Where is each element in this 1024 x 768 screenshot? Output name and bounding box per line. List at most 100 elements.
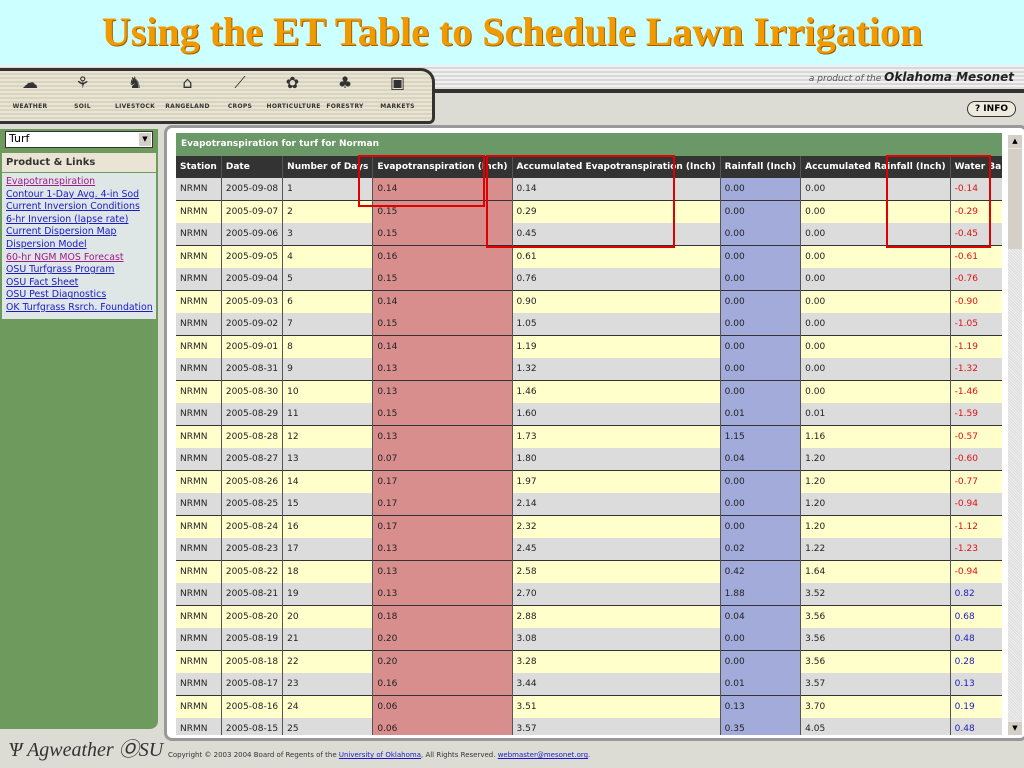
table-row: NRMN 2005-08-23 17 0.13 2.45 0.02 1.22 -1.23 [176, 538, 1002, 561]
table-cell: 0.20 [372, 628, 513, 651]
nav-rangeland[interactable]: ⌂ RANGELAND [162, 73, 214, 110]
sidebar-link[interactable]: Contour 1-Day Avg. 4-in Sod [6, 188, 140, 200]
table-title: Evapotranspiration for turf for Norman [176, 133, 1002, 156]
column-header[interactable]: Evapotranspiration (Inch) [372, 156, 513, 178]
table-cell: 2005-08-23 [221, 538, 284, 561]
table-cell: 2005-08-21 [221, 583, 284, 606]
table-cell: 3.57 [800, 673, 951, 696]
table-cell: 0.00 [800, 335, 951, 358]
sidebar-link[interactable]: OSU Turfgrass Program [6, 264, 115, 276]
table-cell: 2005-09-03 [221, 290, 284, 313]
column-header[interactable]: Accumulated Rainfall (Inch) [800, 156, 951, 178]
table-cell: 0.17 [372, 515, 513, 538]
table-cell: 0.61 [512, 245, 721, 268]
table-cell: 2005-08-15 [221, 718, 284, 735]
nav-weather[interactable]: ☁ WEATHER [4, 73, 56, 110]
sidebar-link[interactable]: OSU Fact Sheet [6, 276, 79, 288]
table-cell: 2.45 [512, 538, 721, 561]
table-row: NRMN 2005-09-07 2 0.15 0.29 0.00 0.00 -0.29 [176, 200, 1002, 223]
sidebar-link[interactable]: Current Dispersion Map [6, 226, 117, 238]
table-cell: 0.14 [512, 178, 721, 201]
table-cell: 0.13 [372, 560, 513, 583]
table-cell: 14 [282, 470, 374, 493]
nav-forestry[interactable]: ♣ FORESTRY [319, 73, 371, 110]
university-link[interactable]: University of Oklahoma [338, 751, 421, 759]
table-cell: NRMN [176, 268, 222, 291]
table-cell: 0.19 [950, 695, 1002, 718]
sidebar-link[interactable]: Current Inversion Conditions [6, 201, 140, 213]
sidebar-link[interactable]: OK Turfgrass Rsrch. Foundation [6, 301, 153, 313]
nav-soil[interactable]: ⚘ SOIL [57, 73, 109, 110]
table-cell: -1.23 [950, 538, 1002, 561]
table-cell: 3.56 [800, 628, 951, 651]
table-cell: 1.15 [720, 425, 802, 448]
table-cell: 2005-08-19 [221, 628, 284, 651]
table-cell: NRMN [176, 223, 222, 246]
sidebar-link[interactable]: Evapotranspiration [6, 176, 96, 187]
table-cell: NRMN [176, 718, 222, 735]
sidebar-link[interactable]: OSU Pest Diagnostics [6, 289, 107, 301]
table-cell: 3.08 [512, 628, 721, 651]
table-row: NRMN 2005-08-31 9 0.13 1.32 0.00 0.00 -1.32 [176, 358, 1002, 381]
sidebar-link[interactable]: 60-hr NGM MOS Forecast [6, 251, 124, 263]
table-cell: 0.13 [372, 425, 513, 448]
sidebar-link[interactable]: 6-hr Inversion (lapse rate) [6, 213, 129, 225]
table-cell: NRMN [176, 515, 222, 538]
table-cell: 1.88 [720, 583, 802, 606]
table-cell: NRMN [176, 695, 222, 718]
mesonet-brand: a product of the Oklahoma Mesonet [809, 70, 1014, 84]
column-header[interactable]: Rainfall (Inch) [720, 156, 802, 178]
table-cell: 0.00 [800, 290, 951, 313]
table-row: NRMN 2005-08-29 11 0.15 1.60 0.01 0.01 -1.59 [176, 403, 1002, 426]
table-cell: 0.90 [512, 290, 721, 313]
table-cell: 2.14 [512, 493, 721, 516]
nav-horticulture[interactable]: ✿ HORTICULTURE [267, 73, 321, 110]
table-row: NRMN 2005-08-27 13 0.07 1.80 0.04 1.20 -0.60 [176, 448, 1002, 471]
table-cell: 0.00 [720, 290, 802, 313]
table-cell: 1.20 [800, 515, 951, 538]
table-cell: 12 [282, 425, 374, 448]
column-header[interactable]: Accumulated Evapotranspiration (Inch) [512, 156, 721, 178]
table-cell: 0.14 [372, 178, 513, 201]
email-link[interactable]: webmaster@mesonet.org [497, 751, 589, 759]
table-cell: 2005-08-28 [221, 425, 284, 448]
table-cell: 2005-09-04 [221, 268, 284, 291]
column-header[interactable]: Water Balance (Inch) [950, 156, 1002, 178]
cloud-icon: ☁ [22, 73, 38, 92]
table-cell: -0.14 [950, 178, 1002, 201]
table-row: NRMN 2005-08-30 10 0.13 1.46 0.00 0.00 -1.46 [176, 380, 1002, 403]
table-cell: 2.88 [512, 605, 721, 628]
column-header[interactable]: Number of Days [282, 156, 374, 178]
table-cell: 0.06 [372, 695, 513, 718]
windmill-icon: ⌂ [182, 73, 193, 92]
column-header[interactable]: Station [176, 156, 222, 178]
table-cell: 1.20 [800, 493, 951, 516]
table-cell: NRMN [176, 290, 222, 313]
table-cell: 0.13 [372, 358, 513, 381]
column-header[interactable]: Date [221, 156, 284, 178]
sidebar-link[interactable]: Dispersion Model [6, 238, 87, 250]
table-cell: 0.00 [720, 335, 802, 358]
table-row: NRMN 2005-09-05 4 0.16 0.61 0.00 0.00 -0.61 [176, 245, 1002, 268]
product-select[interactable]: Turf ▼ [5, 131, 153, 148]
table-cell: NRMN [176, 560, 222, 583]
table-cell: 0.00 [800, 380, 951, 403]
nav-crops[interactable]: ⟋ CROPS [214, 73, 266, 110]
scroll-down-icon[interactable]: ▼ [1008, 722, 1022, 735]
table-cell: 3.56 [800, 650, 951, 673]
table-cell: 7 [282, 313, 374, 336]
nav-markets[interactable]: ▣ MARKETS [372, 73, 424, 110]
category-nav: ☁ WEATHER ⚘ SOIL ♞ LIVESTOCK ⌂ RANGELAND ⟋ CROPS ✿… [0, 68, 435, 124]
nav-livestock[interactable]: ♞ LIVESTOCK [109, 73, 161, 110]
table-cell: 2005-08-24 [221, 515, 284, 538]
table-cell: 6 [282, 290, 374, 313]
scroll-thumb[interactable] [1008, 149, 1022, 249]
table-cell: 3.70 [800, 695, 951, 718]
scroll-up-icon[interactable]: ▲ [1008, 135, 1022, 148]
scrollbar[interactable]: ▲ ▼ [1008, 135, 1022, 735]
info-button[interactable]: ? INFO [966, 101, 1016, 117]
chevron-down-icon[interactable]: ▼ [139, 133, 151, 146]
table-cell: -0.45 [950, 223, 1002, 246]
table-cell: 1.73 [512, 425, 721, 448]
table-cell: 10 [282, 380, 374, 403]
